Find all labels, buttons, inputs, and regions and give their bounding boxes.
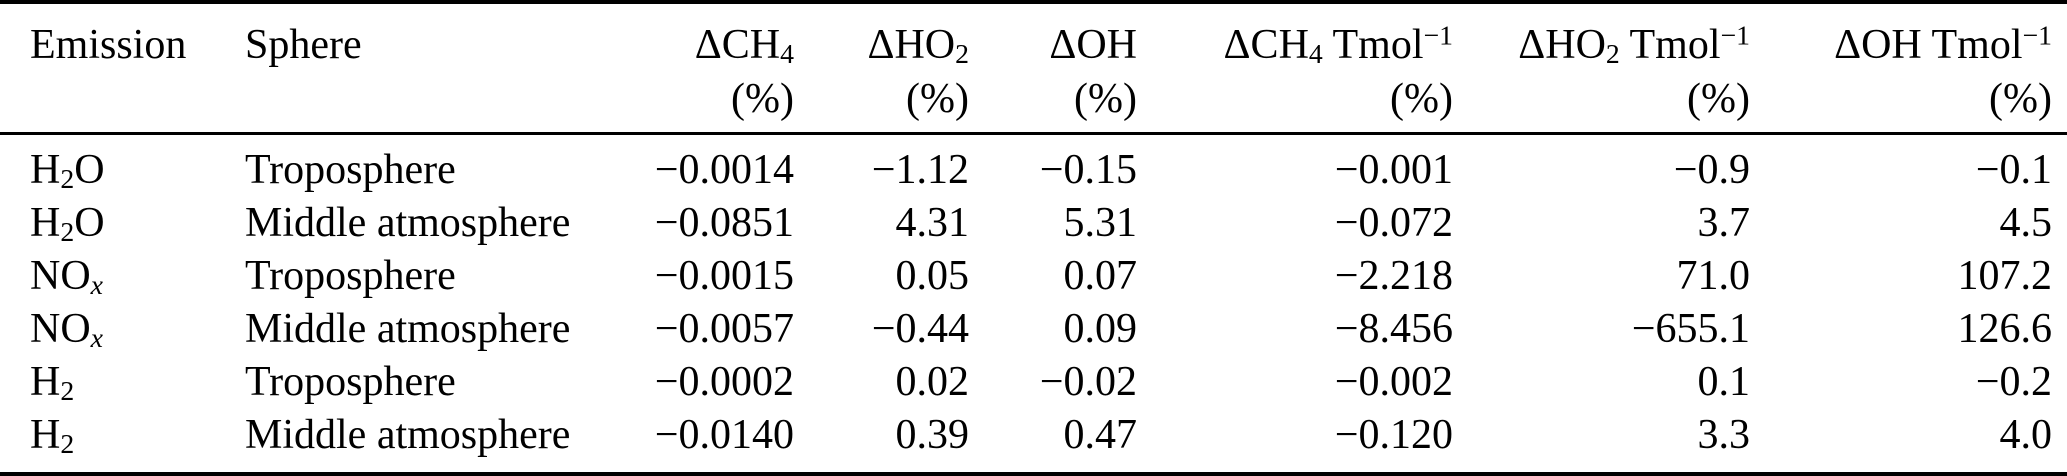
column-unit: (%) [1390,76,1453,122]
cell-emission: H2O [30,200,105,247]
cell-dch4-tmol: −0.001 [1334,147,1453,193]
cell-dho2-tmol: 3.7 [1697,200,1751,246]
column-label: ΔCH4 Tmol−1 [1223,19,1453,69]
cell-emission: NOx [30,306,103,353]
column-label: ΔCH4 [694,22,794,69]
cell-dho2: 0.02 [895,359,970,405]
cell-sphere: Middle atmosphere [245,200,571,246]
table-body: H2O Troposphere −0.0014 −1.12 −0.15 −0.001 −0.… [0,134,2067,476]
cell-doh-tmol: 4.0 [1999,412,2053,458]
column-header-doh: ΔOH (%) [969,2,1137,135]
column-header-doh-tmol: ΔOH Tmol−1 (%) [1750,2,2067,135]
table-header: Emission Sphere ΔCH4 (%) ΔHO2 (%) ΔOH (%) ΔCH4 T… [0,2,2067,135]
cell-sphere: Troposphere [245,253,456,299]
column-label: Sphere [245,22,362,68]
table-row: H2O Middle atmosphere −0.0851 4.31 5.31 −0.07… [0,197,2067,250]
cell-dch4: −0.0014 [654,147,794,193]
column-header-dch4: ΔCH4 (%) [595,2,794,135]
cell-doh: −0.15 [1039,147,1137,193]
cell-dch4-tmol: −2.218 [1334,253,1453,299]
column-unit [245,72,595,126]
column-label: ΔOH Tmol−1 [1834,19,2052,68]
cell-dho2: 4.31 [895,200,970,246]
column-label: Emission [30,22,187,68]
cell-dho2-tmol: 0.1 [1697,359,1751,405]
cell-dch4-tmol: −0.002 [1334,359,1453,405]
column-header-dho2-tmol: ΔHO2 Tmol−1 (%) [1453,2,1750,135]
cell-doh: 0.07 [1063,253,1138,299]
cell-dch4: −0.0057 [654,306,794,352]
cell-dch4: −0.0015 [654,253,794,299]
cell-dho2: 0.05 [895,253,970,299]
cell-dch4-tmol: −0.120 [1334,412,1453,458]
cell-dch4-tmol: −0.072 [1334,200,1453,246]
cell-doh: 5.31 [1063,200,1138,246]
cell-doh-tmol: −0.1 [1975,147,2052,193]
table-row: H2 Middle atmosphere −0.0140 0.39 0.47 −0.120… [0,409,2067,475]
cell-emission: H2O [30,147,105,194]
cell-emission: H2 [30,359,75,406]
table-row: NOx Middle atmosphere −0.0057 −0.44 0.09 −8.4… [0,303,2067,356]
column-unit: (%) [731,76,794,122]
cell-doh: −0.02 [1039,359,1137,405]
cell-dho2-tmol: −0.9 [1673,147,1750,193]
table-row: H2O Troposphere −0.0014 −1.12 −0.15 −0.001 −0.… [0,134,2067,198]
column-header-emission: Emission [0,2,245,135]
cell-dho2-tmol: −655.1 [1631,306,1750,352]
cell-dch4-tmol: −8.456 [1334,306,1453,352]
column-header-dch4-tmol: ΔCH4 Tmol−1 (%) [1137,2,1453,135]
cell-doh-tmol: 126.6 [1957,306,2053,352]
cell-doh-tmol: −0.2 [1975,359,2052,405]
column-unit: (%) [1687,76,1750,122]
cell-emission: NOx [30,253,103,300]
cell-dch4: −0.0002 [654,359,794,405]
column-unit: (%) [1989,76,2052,122]
table-row: H2 Troposphere −0.0002 0.02 −0.02 −0.002 0.1 −0… [0,356,2067,409]
cell-emission: H2 [30,412,75,459]
table-row: NOx Troposphere −0.0015 0.05 0.07 −2.218 71.0 1… [0,250,2067,303]
column-header-sphere: Sphere [245,2,595,135]
column-label: ΔOH [1049,22,1137,68]
column-unit [30,72,245,126]
cell-dho2-tmol: 71.0 [1676,253,1751,299]
cell-dho2-tmol: 3.3 [1697,412,1751,458]
cell-dho2: 0.39 [895,412,970,458]
cell-doh: 0.47 [1063,412,1138,458]
column-unit: (%) [906,76,969,122]
column-header-dho2: ΔHO2 (%) [794,2,969,135]
column-unit: (%) [1074,76,1137,122]
cell-doh-tmol: 4.5 [1999,200,2053,246]
cell-doh: 0.09 [1063,306,1138,352]
header-row: Emission Sphere ΔCH4 (%) ΔHO2 (%) ΔOH (%) ΔCH4 T… [0,2,2067,135]
cell-sphere: Troposphere [245,359,456,405]
cell-dho2: −0.44 [871,306,969,352]
column-label: ΔHO2 Tmol−1 [1518,19,1750,69]
cell-sphere: Middle atmosphere [245,306,571,352]
column-label: ΔHO2 [867,22,969,69]
cell-dho2: −1.12 [871,147,969,193]
cell-doh-tmol: 107.2 [1957,253,2053,299]
cell-sphere: Troposphere [245,147,456,193]
cell-dch4: −0.0140 [654,412,794,458]
cell-dch4: −0.0851 [654,200,794,246]
cell-sphere: Middle atmosphere [245,412,571,458]
